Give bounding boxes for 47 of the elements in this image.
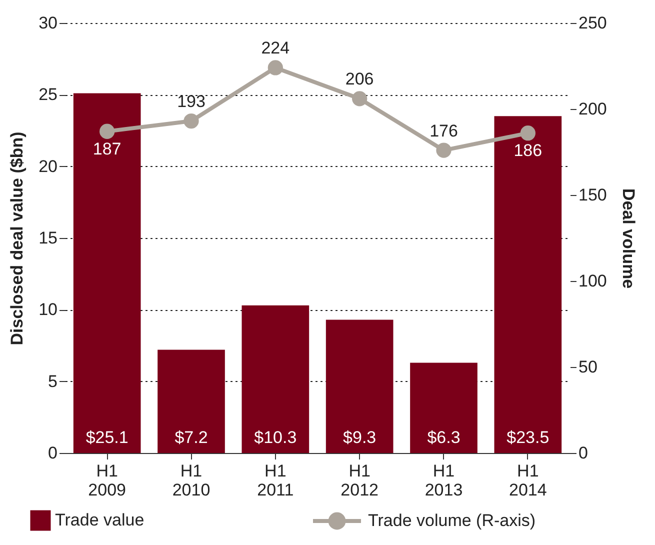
x-tick-label: H1 2009 — [88, 462, 126, 500]
x-tick-label: H1 2010 — [172, 462, 210, 500]
data-label: 187 — [92, 139, 122, 158]
data-label: 224 — [261, 38, 290, 58]
bar — [158, 350, 225, 453]
data-label: 186 — [514, 141, 542, 160]
data-label: $10.3 — [254, 428, 297, 447]
y2-tick-label: 150 — [578, 186, 607, 204]
y-tick-label: 25 — [38, 85, 58, 104]
y-tick-label: 15 — [38, 228, 58, 248]
y2-tick-label: 250 — [578, 14, 607, 32]
y-axis-title: Disclosed deal value ($bn) — [8, 132, 27, 346]
data-label: $9.3 — [343, 428, 376, 447]
y-tick-label: 10 — [38, 300, 58, 320]
y2-tick-label: 200 — [578, 100, 607, 118]
point — [268, 60, 283, 76]
data-label: 206 — [345, 70, 374, 89]
bar — [410, 362, 478, 453]
bar — [326, 320, 394, 453]
data-label: $7.2 — [174, 428, 208, 447]
data-label: $6.3 — [427, 428, 460, 447]
bar — [494, 116, 562, 453]
point — [352, 91, 368, 106]
point — [520, 126, 536, 141]
data-label: $25.1 — [86, 428, 128, 447]
point — [436, 142, 452, 158]
x-tick-label: H1 2013 — [424, 462, 463, 500]
y2-tick-label: 100 — [578, 272, 607, 290]
y-tick-label: 20 — [38, 156, 58, 176]
point — [100, 124, 115, 139]
y-tick-label: 0 — [48, 444, 58, 462]
legend-label: Trade value — [55, 510, 144, 530]
x-tick-label: H1 2012 — [340, 462, 378, 500]
bar — [242, 305, 310, 453]
point — [184, 113, 199, 129]
x-tick-label: H1 2011 — [257, 462, 294, 500]
data-label: $23.5 — [506, 428, 550, 447]
y2-axis-title: Deal volume — [618, 188, 638, 289]
y-tick-label: 5 — [48, 372, 58, 391]
bar — [73, 93, 141, 453]
y2-tick-label: 0 — [578, 444, 588, 462]
y2-tick-label: 50 — [578, 358, 598, 376]
x-tick-label: H1 2014 — [509, 462, 547, 500]
y-tick-label: 30 — [38, 14, 58, 32]
data-label: 193 — [177, 92, 206, 112]
legend-label: Trade volume (R-axis) — [368, 511, 536, 530]
data-label: 176 — [430, 121, 458, 140]
